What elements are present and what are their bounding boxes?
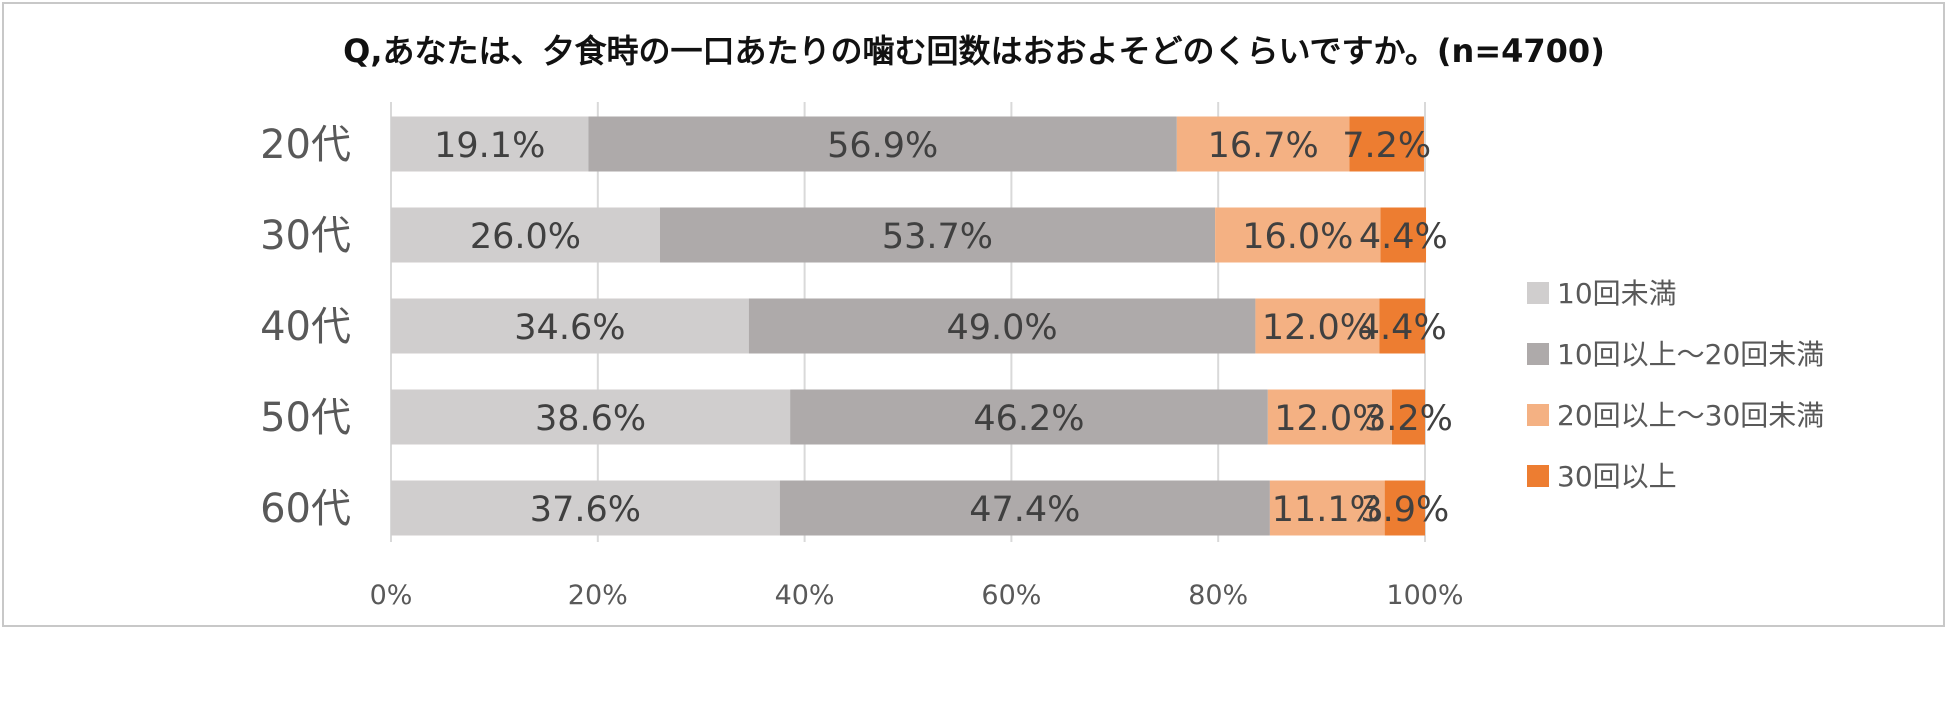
data-label: 53.7% [882,217,993,257]
stacked-bar-chart: Q,あなたは、夕食時の一口あたりの噛む回数はおおよそどのくらいですか。(n=47… [260,32,1824,611]
legend-swatch [1527,282,1549,304]
x-tick-labels: 0% 20% 40% 60% 80% 100% [370,580,1464,611]
x-tick-label: 0% [370,580,413,611]
bar-segment [779,480,1270,536]
bar-segment [790,389,1268,445]
data-label: 37.6% [530,490,641,530]
bar-segment [1267,389,1392,445]
x-tick-label: 20% [568,580,628,611]
bar-segment [1349,116,1424,172]
category-label: 40代 [260,304,351,350]
bar-segment [1391,389,1425,445]
bar-segment [1379,298,1425,354]
x-tick-label: 80% [1188,580,1248,611]
chart-title: Q,あなたは、夕食時の一口あたりの噛む回数はおおよそどのくらいですか。(n=47… [343,32,1605,70]
data-label: 11.1% [1272,490,1383,530]
data-label: 47.4% [969,490,1080,530]
data-label: 26.0% [470,217,581,257]
bar-segment [1380,207,1427,263]
data-label: 46.2% [973,399,1084,439]
bar-segment [748,298,1256,354]
data-label: 19.1% [434,126,545,166]
bars: 19.1% 56.9% 16.7% 7.2%26.0% 53.7% 16.0% 4.4%34… [391,116,1453,536]
data-label: 4.4% [1358,308,1447,348]
chart-frame: Q,あなたは、夕食時の一口あたりの噛む回数はおおよそどのくらいですか。(n=47… [2,2,1945,627]
bar-segment [1176,116,1350,172]
data-label: 49.0% [947,308,1058,348]
category-labels: 20代 30代 40代 50代 60代 [260,122,351,532]
data-label: 38.6% [535,399,646,439]
legend-label: 10回以上～20回未満 [1557,338,1824,371]
legend-swatch [1527,404,1549,426]
x-tick-label: 60% [981,580,1041,611]
data-label: 4.4% [1359,217,1448,257]
category-label: 30代 [260,213,351,259]
data-label: 16.0% [1242,217,1353,257]
legend-swatch [1527,343,1549,365]
data-label: 34.6% [514,308,625,348]
legend: 10回未満 10回以上～20回未満 20回以上～30回未満 30回以上 [1527,277,1824,493]
data-label: 7.2% [1342,126,1431,166]
category-label: 60代 [260,486,351,532]
bar-segment [391,207,660,263]
bar-segment [1384,480,1425,536]
bar-segment [659,207,1216,263]
legend-swatch [1527,465,1549,487]
bar-segment [391,298,749,354]
data-label: 16.7% [1208,126,1319,166]
data-label: 3.9% [1360,490,1449,530]
bar-segment [391,480,780,536]
legend-label: 30回以上 [1557,460,1677,493]
legend-label: 20回以上～30回未満 [1557,399,1824,432]
data-label: 12.0% [1274,399,1385,439]
bar-segment [588,116,1177,172]
legend-label: 10回未満 [1557,277,1677,310]
category-label: 20代 [260,122,351,168]
data-label: 3.2% [1364,399,1453,439]
x-tick-label: 40% [775,580,835,611]
bar-segment [391,116,589,172]
x-tick-label: 100% [1386,580,1463,611]
bar-segment [1255,298,1380,354]
data-label: 56.9% [827,126,938,166]
category-label: 50代 [260,395,351,441]
bar-segment [1269,480,1385,536]
bar-segment [391,389,791,445]
bar-segment [1215,207,1381,263]
data-label: 12.0% [1262,308,1373,348]
